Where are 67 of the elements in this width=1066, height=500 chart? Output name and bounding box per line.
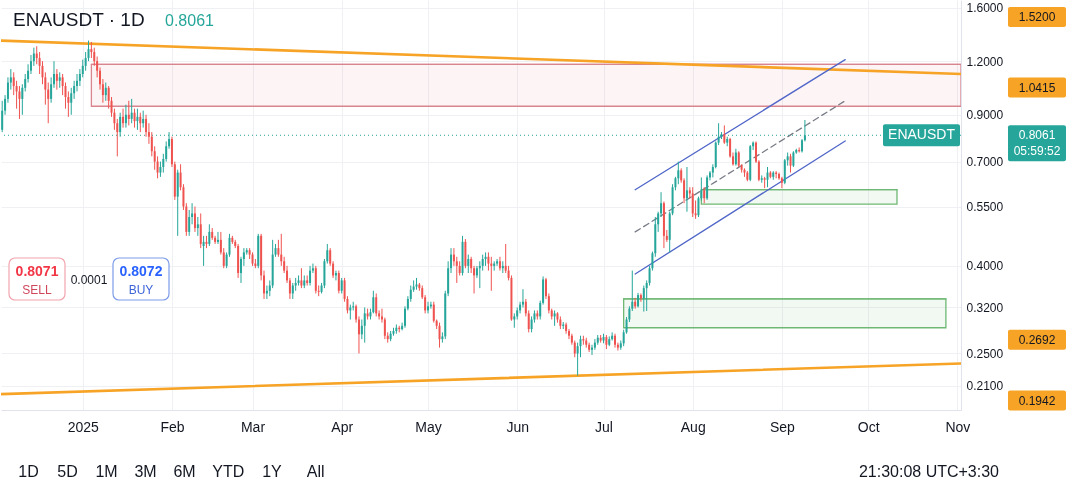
chart-title: ENAUSDT · 1D [13, 9, 145, 30]
annotation: SELL [22, 283, 52, 297]
y-tick-label: 0.4000 [966, 259, 1004, 274]
candlestick [130, 98, 133, 124]
candlestick [104, 82, 107, 102]
candlestick [593, 338, 596, 351]
x-tick-label: Sep [769, 418, 796, 435]
y-tick-label: 0.3200 [966, 300, 1004, 315]
candlestick [124, 104, 127, 129]
text: 1M [95, 463, 118, 480]
candlestick [496, 258, 499, 267]
annotation: 0.8071 [15, 263, 59, 279]
candlestick [133, 108, 136, 129]
y-tick-label: 1.2000 [966, 54, 1004, 69]
x-tick-label: May [415, 418, 442, 435]
x-tick-label: Mar [240, 418, 266, 435]
candlestick [498, 256, 501, 272]
candlestick [484, 251, 487, 267]
text: 0.8061 [1018, 128, 1056, 143]
candlestick [363, 306, 366, 344]
text: 0.1942 [1018, 393, 1056, 408]
annotation: BUY [128, 283, 154, 297]
x-tick-label: Jun [506, 418, 529, 435]
y-tick-label: 1.6000 [966, 1, 1004, 16]
text: All [306, 463, 325, 480]
candlestick [565, 322, 568, 335]
text: 1.0415 [1018, 80, 1056, 95]
candlestick [196, 216, 199, 237]
text: 1.5200 [1018, 10, 1056, 25]
candlestick [685, 166, 688, 213]
text: YTD [212, 463, 245, 480]
y-tick-label: 0.5500 [966, 200, 1004, 215]
candlestick [193, 206, 196, 233]
text: 05:59:52 [1013, 144, 1061, 159]
x-tick-label: Feb [160, 418, 185, 435]
x-tick-label: Apr [331, 418, 354, 435]
text: 21:30:08 UTC+3:30 [858, 463, 1000, 480]
y-tick-label: 0.7000 [966, 155, 1004, 170]
candlestick [21, 83, 24, 116]
annotation: 0.8072 [119, 263, 163, 279]
candlestick [280, 233, 283, 267]
candlestick [127, 100, 130, 126]
x-tick-label: 2025 [67, 418, 100, 435]
y-tick-label: 0.2100 [966, 379, 1004, 394]
candlestick [314, 265, 317, 294]
text: 1Y [262, 463, 283, 480]
candlestick [136, 108, 139, 131]
candlestick [375, 292, 378, 317]
candlestick [309, 265, 312, 287]
ref-line-label: ENAUSDT [888, 126, 956, 143]
candlestick [337, 270, 340, 294]
text: 0.2692 [1018, 332, 1056, 347]
x-tick-label: Oct [857, 418, 880, 435]
candlestick [487, 251, 490, 272]
text: 3M [134, 463, 157, 480]
x-tick-label: Jul [595, 418, 613, 435]
y-tick-label: 0.2500 [966, 346, 1004, 361]
annotation: 0.0001 [70, 273, 108, 287]
x-tick-label: Aug [680, 418, 706, 435]
candlestick [18, 85, 21, 120]
x-tick-label: Nov [945, 418, 971, 435]
annotation: 0.8061 [165, 12, 215, 29]
text: 1D [18, 463, 39, 480]
text: 5D [57, 463, 78, 480]
y-tick-label: 0.9000 [966, 108, 1004, 123]
candlestick [119, 112, 122, 138]
text: 6M [173, 463, 196, 480]
